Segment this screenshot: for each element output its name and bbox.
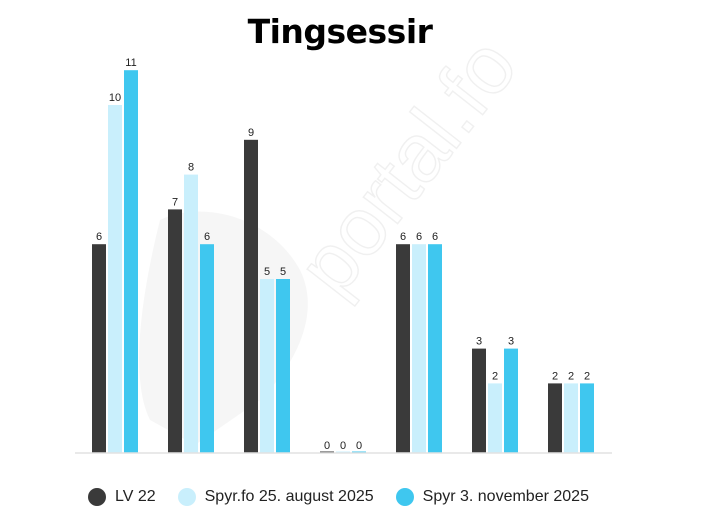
data-label-5-series-3: 6 [432,231,438,243]
bar-7-series-3 [580,383,594,453]
data-label-6-series-3: 3 [508,336,514,348]
bar-6-series-1 [472,348,486,453]
legend-swatch-2 [177,488,196,506]
bar-1-series-1 [92,244,106,453]
data-label-3-series-1: 9 [248,127,254,139]
bar-3-series-1 [244,139,258,454]
bar-2-series-3 [200,244,214,453]
bar-6-series-2 [488,383,502,453]
bar-6-series-3 [504,348,518,453]
legend-item-3: Spyr 3. november 2025 [395,488,589,506]
data-label-4-series-2: 0 [340,440,346,452]
data-label-6-series-1: 3 [476,336,482,348]
legend-item-1: LV 22 [88,488,156,506]
data-label-3-series-2: 5 [264,266,270,278]
data-label-7-series-1: 2 [552,370,558,382]
legend-label-1: LV 22 [115,488,156,505]
bar-3-series-2 [260,279,274,453]
data-label-7-series-2: 2 [568,370,574,382]
data-label-7-series-3: 2 [584,370,590,382]
data-label-1-series-3: 11 [125,57,136,69]
bar-2-series-2 [184,174,198,453]
data-label-2-series-1: 7 [172,196,178,208]
data-label-6-series-2: 2 [492,370,498,382]
data-label-5-series-2: 6 [416,231,422,243]
data-label-3-series-3: 5 [280,266,286,278]
legend-swatch-1 [88,488,106,506]
data-label-2-series-3: 6 [204,231,210,243]
data-label-5-series-1: 6 [400,231,406,243]
bar-3-series-3 [276,279,290,453]
bar-5-series-2 [412,244,426,453]
bar-1-series-2 [108,105,122,453]
bar-1-series-3 [124,70,138,453]
data-label-1-series-2: 10 [109,92,121,104]
legend-swatch-3 [395,488,414,506]
legend-label-2: Spyr.fo 25. august 2025 [204,488,374,505]
bar-7-series-1 [548,383,562,453]
bar-2-series-1 [168,209,182,453]
legend: LV 22 Spyr.fo 25. august 2025 Spyr 3. nove… [88,488,611,506]
bar-7-series-2 [564,383,578,453]
bar-5-series-3 [428,244,442,453]
data-label-1-series-1: 6 [96,231,102,243]
legend-item-2: Spyr.fo 25. august 2025 [177,488,374,506]
bar-5-series-1 [396,244,410,453]
data-label-2-series-2: 8 [188,162,194,174]
data-label-4-series-3: 0 [356,440,362,452]
data-label-4-series-1: 0 [324,440,330,452]
chart-title: Tingsessir [247,12,433,51]
legend-label-3: Spyr 3. november 2025 [422,488,589,505]
